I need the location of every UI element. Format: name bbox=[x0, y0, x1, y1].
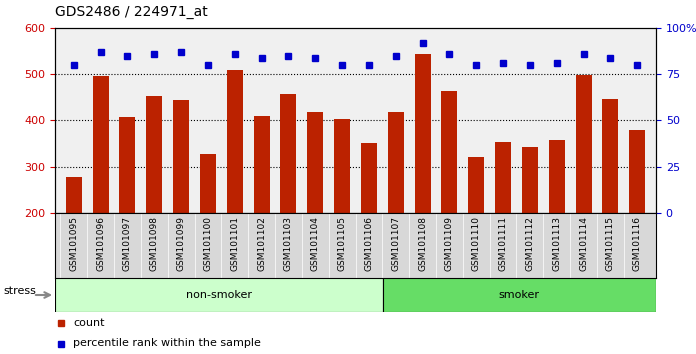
Text: GSM101116: GSM101116 bbox=[633, 216, 642, 271]
Bar bbox=[55, 278, 383, 312]
Bar bbox=[441, 91, 457, 306]
Text: GSM101100: GSM101100 bbox=[203, 216, 212, 271]
Text: GSM101104: GSM101104 bbox=[310, 216, 319, 271]
Text: GSM101097: GSM101097 bbox=[123, 216, 132, 271]
Text: GDS2486 / 224971_at: GDS2486 / 224971_at bbox=[55, 5, 207, 19]
Text: GSM101106: GSM101106 bbox=[365, 216, 374, 271]
Bar bbox=[388, 112, 404, 306]
Bar bbox=[253, 116, 269, 306]
Text: count: count bbox=[73, 318, 104, 327]
Text: GSM101115: GSM101115 bbox=[606, 216, 615, 271]
Bar bbox=[93, 76, 109, 306]
Bar bbox=[200, 154, 216, 306]
Bar bbox=[629, 130, 645, 306]
Bar bbox=[468, 157, 484, 306]
Bar bbox=[173, 100, 189, 306]
Bar bbox=[280, 94, 296, 306]
Bar bbox=[120, 117, 136, 306]
Text: GSM101102: GSM101102 bbox=[257, 216, 266, 271]
Text: GSM101099: GSM101099 bbox=[177, 216, 186, 271]
Text: non-smoker: non-smoker bbox=[186, 290, 252, 300]
Text: GSM101110: GSM101110 bbox=[472, 216, 481, 271]
Text: GSM101105: GSM101105 bbox=[338, 216, 347, 271]
Bar bbox=[548, 140, 564, 306]
Bar bbox=[495, 142, 511, 306]
Bar bbox=[65, 177, 82, 306]
Text: percentile rank within the sample: percentile rank within the sample bbox=[73, 338, 261, 348]
Text: stress: stress bbox=[3, 286, 36, 296]
Text: GSM101113: GSM101113 bbox=[552, 216, 561, 271]
Bar bbox=[146, 96, 162, 306]
Text: GSM101095: GSM101095 bbox=[70, 216, 78, 271]
Text: GSM101101: GSM101101 bbox=[230, 216, 239, 271]
Text: GSM101096: GSM101096 bbox=[96, 216, 105, 271]
Text: GSM101103: GSM101103 bbox=[284, 216, 293, 271]
Bar bbox=[415, 55, 431, 306]
Text: GSM101112: GSM101112 bbox=[525, 216, 535, 271]
Text: GSM101108: GSM101108 bbox=[418, 216, 427, 271]
Text: GSM101111: GSM101111 bbox=[498, 216, 507, 271]
Text: GSM101098: GSM101098 bbox=[150, 216, 159, 271]
Bar bbox=[602, 99, 619, 306]
Text: GSM101109: GSM101109 bbox=[445, 216, 454, 271]
Text: GSM101107: GSM101107 bbox=[391, 216, 400, 271]
Text: smoker: smoker bbox=[499, 290, 540, 300]
Bar bbox=[576, 75, 592, 306]
Bar bbox=[307, 112, 324, 306]
Bar bbox=[361, 143, 377, 306]
Bar bbox=[383, 278, 656, 312]
Bar bbox=[227, 70, 243, 306]
Text: GSM101114: GSM101114 bbox=[579, 216, 588, 271]
Bar bbox=[522, 147, 538, 306]
Bar bbox=[334, 119, 350, 306]
